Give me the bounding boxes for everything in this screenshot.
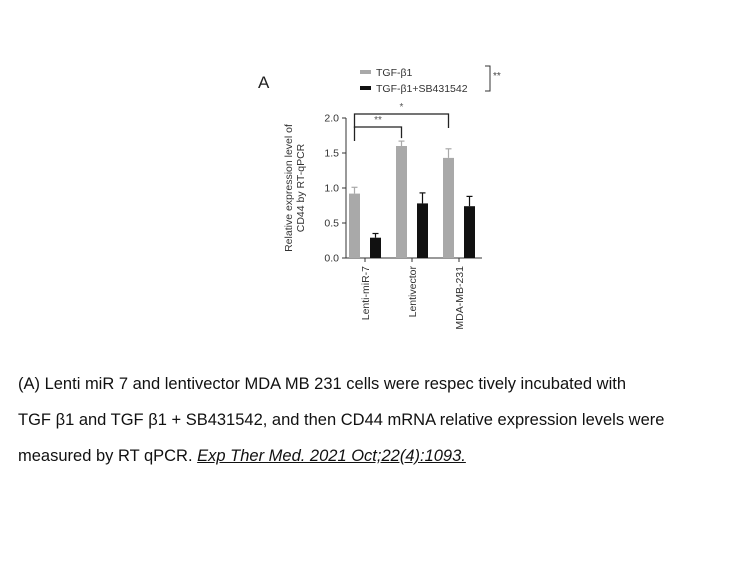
bar-chart-figure: A TGF-β1 TGF-β1+SB431542 ** 0.0 0.5 1.0 1.5… (258, 65, 501, 330)
y-axis-label-line-1: Relative expression level of (283, 124, 295, 252)
legend-label-tgf: TGF-β1 (376, 67, 413, 79)
significance-label-0: ** (374, 115, 382, 126)
x-tick-label-2: MDA-MB-231 (454, 266, 466, 330)
significance-brackets: *** (353, 102, 450, 141)
x-tick-label-0: Lenti-miR-7 (360, 266, 372, 320)
y-tick-label-4: 2.0 (324, 113, 339, 125)
bars-group (349, 140, 475, 258)
legend-swatch-tgf-sb (360, 86, 371, 90)
caption-line-1: (A) Lenti miR 7 and lentivector MDA MB 2… (18, 375, 627, 393)
x-axis-tick-labels: Lenti-miR-7 Lentivector MDA-MB-231 (360, 258, 466, 330)
y-tick-label-0: 0.0 (324, 253, 339, 265)
caption-line-2: TGF β1 and TGF β1 + SB431542, and then C… (18, 411, 665, 429)
bar-1-0 (396, 146, 407, 258)
legend-significance-label: ** (493, 71, 501, 82)
bar-2-1 (464, 206, 475, 258)
legend: TGF-β1 TGF-β1+SB431542 ** (360, 65, 501, 95)
panel-label: A (258, 73, 270, 92)
y-tick-label-3: 1.5 (324, 148, 339, 160)
legend-bracket (485, 65, 491, 92)
legend-swatch-tgf (360, 70, 371, 74)
y-tick-label-1: 0.5 (324, 218, 339, 230)
x-tick-label-1: Lentivector (407, 266, 419, 318)
significance-bracket-1 (353, 113, 450, 128)
y-axis-ticks: 0.0 0.5 1.0 1.5 2.0 (324, 113, 346, 265)
bar-0-0 (349, 193, 360, 258)
caption-line-3: measured by RT qPCR. Exp Ther Med. 2021 … (18, 438, 748, 474)
figure-caption: (A) Lenti miR 7 and lentivector MDA MB 2… (18, 366, 748, 474)
bar-2-0 (443, 157, 454, 258)
significance-bracket-0 (353, 126, 403, 141)
significance-label-1: * (400, 102, 404, 113)
legend-label-tgf-sb: TGF-β1+SB431542 (376, 83, 468, 95)
caption-line-3-text: measured by RT qPCR. (18, 447, 198, 465)
y-tick-label-2: 1.0 (324, 183, 339, 195)
bar-0-1 (370, 237, 381, 258)
y-axis-label-line-2: CD44 by RT-qPCR (295, 143, 307, 232)
bar-1-1 (417, 203, 428, 258)
citation-link[interactable]: Exp Ther Med. 2021 Oct;22(4):1093. (197, 447, 466, 465)
